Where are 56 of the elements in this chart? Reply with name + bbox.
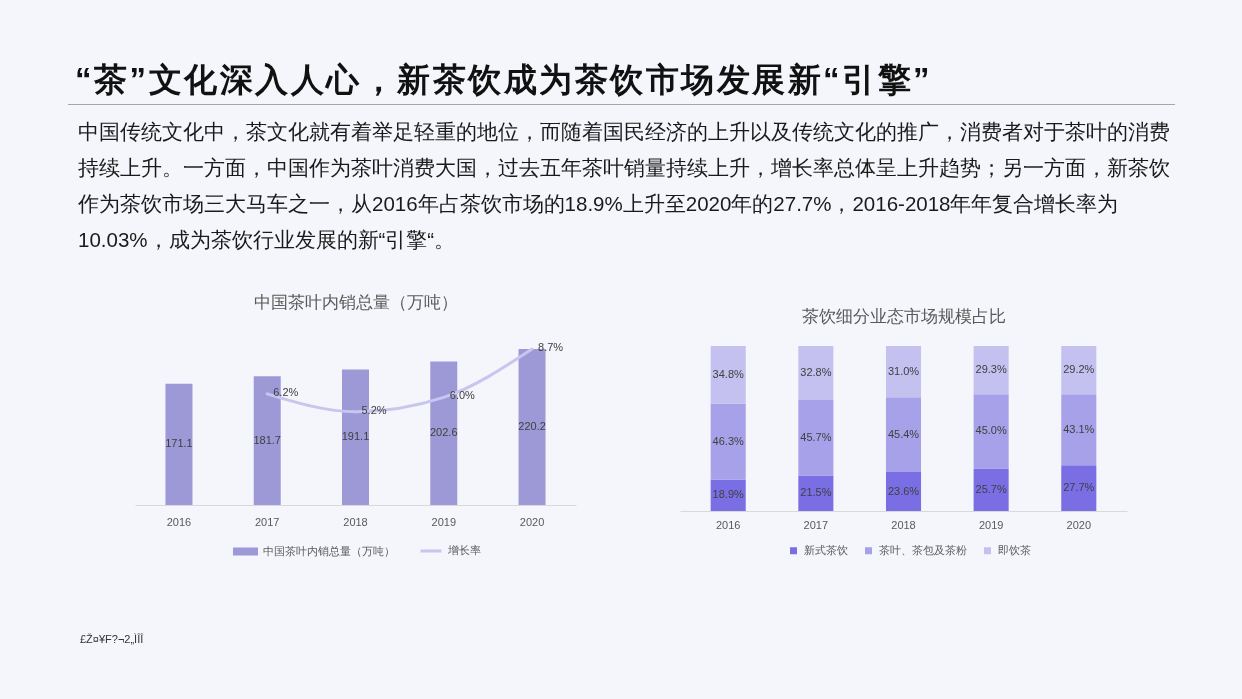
data-label: 171.1 (165, 437, 193, 450)
data-label: 23.6% (887, 484, 920, 497)
text: £Ž¤¥F?¬2„ÌÎÎ (80, 632, 144, 646)
data-label: 6.2% (273, 385, 299, 398)
x-tick-label: 2017 (803, 518, 829, 531)
bar (710, 346, 746, 404)
bar (165, 383, 193, 505)
data-label: 46.3% (712, 434, 745, 447)
data-label: 220.2 (518, 420, 546, 432)
x-tick-label: 2020 (1066, 518, 1092, 531)
data-label: 21.5% (800, 486, 832, 499)
bar (798, 346, 834, 401)
data-label: 25.7% (975, 482, 1007, 495)
chart-title: 茶饮细分业态市场规模占比 (801, 307, 1006, 326)
chart-title: 中国茶叶内销总量（万吨） (253, 293, 458, 312)
x-tick-label: 2016 (166, 515, 192, 528)
legend-label: 新式茶饮 (804, 543, 848, 556)
bar (1061, 346, 1097, 395)
data-label: 34.8% (712, 367, 745, 380)
data-label: 45.7% (800, 430, 832, 443)
data-label: 8.7% (538, 341, 564, 353)
text: “茶”文化深入人心，新茶饮成为茶饮市场发展新“引擎” (75, 60, 932, 100)
data-label: 45.0% (975, 424, 1007, 437)
data-label: 43.1% (1063, 422, 1095, 435)
data-label: 5.2% (361, 403, 387, 416)
legend-label: 中国茶叶内销总量（万吨） (263, 544, 395, 557)
x-tick-label: 2016 (715, 518, 741, 531)
data-label: 6.0% (449, 389, 476, 402)
data-label: 45.4% (887, 427, 920, 440)
data-label: 191.1 (341, 430, 370, 443)
x-tick-label: 2019 (978, 518, 1004, 531)
data-label: 18.9% (712, 488, 745, 501)
data-label: 32.8% (800, 366, 832, 379)
data-label: 181.7 (253, 433, 281, 446)
data-label: 29.2% (1063, 363, 1095, 376)
x-tick-label: 2018 (343, 515, 368, 528)
bar (710, 403, 746, 480)
data-label: 27.7% (1063, 481, 1095, 494)
bar (973, 394, 1009, 469)
legend-label: 茶叶、茶包及茶粉 (879, 543, 967, 556)
x-tick-label: 2017 (254, 515, 280, 528)
text: 中国传统文化中，茶文化就有着举足轻重的地位，而随着国民经济的上升以及传统文化的推广，消费者对于茶叶的消费持续上升。一方面，中国作为茶叶消费大国，过去五年茶叶销量持续上升，增长率总体呈上升趋势；另一方面，新茶饮作为茶饮市场三大马车之一，从2016年占茶饮市场的18.9%上升至2020年的27.7%，2016-2018年年复合增长率为10.03%，成为茶饮行业发展的新“引擎“。 (78, 119, 1171, 253)
bar (1061, 394, 1097, 466)
data-label: 31.0% (887, 364, 920, 377)
bar (1061, 465, 1097, 511)
bar (798, 400, 834, 476)
x-tick-label: 2020 (519, 515, 545, 528)
x-tick-label: 2019 (431, 515, 457, 528)
bar (885, 346, 922, 398)
bar (518, 349, 546, 505)
legend-label: 增长率 (447, 544, 481, 556)
data-label: 29.3% (975, 363, 1007, 376)
legend-label: 即饮茶 (998, 543, 1031, 556)
bar (885, 397, 922, 473)
data-label: 202.6 (430, 426, 458, 439)
x-tick-label: 2018 (891, 518, 916, 531)
